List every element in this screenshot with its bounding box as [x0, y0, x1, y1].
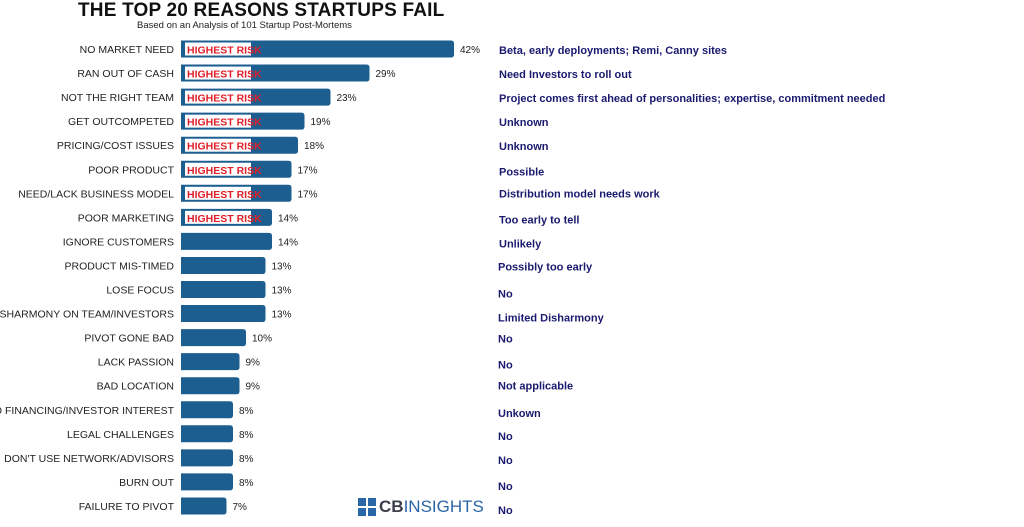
category-label: IGNORE CUSTOMERS: [63, 236, 174, 248]
category-label: GET OUTCOMPETED: [68, 116, 174, 128]
value-label: 13%: [272, 310, 292, 321]
comment-label: No: [498, 334, 513, 346]
bar: [181, 232, 272, 250]
comment-label: Too early to tell: [499, 214, 579, 226]
comment-label: Possible: [499, 166, 544, 178]
category-label: NOT THE RIGHT TEAM: [61, 92, 174, 104]
highest-risk-badge: [185, 114, 251, 128]
category-label: POOR MARKETING: [78, 212, 174, 224]
bar: [181, 449, 233, 467]
category-label: FAILURE TO PIVOT: [79, 501, 175, 513]
comment-label: Distribution model needs work: [499, 188, 661, 200]
value-label: 10%: [252, 334, 272, 345]
value-label: 13%: [272, 261, 292, 272]
value-label: 8%: [239, 430, 254, 441]
value-label: 13%: [272, 286, 292, 297]
bar: [181, 305, 266, 323]
highest-risk-badge: [185, 186, 251, 200]
comment-label: No: [498, 505, 513, 517]
category-label: LOSE FOCUS: [106, 285, 174, 297]
highest-risk-badge: [185, 66, 251, 80]
highest-risk-label: HIGHEST RISK: [187, 141, 262, 153]
highest-risk-label: HIGHEST RISK: [187, 165, 262, 177]
bar: [181, 353, 240, 371]
comment-label: Unlikely: [499, 238, 542, 250]
comment-label: No: [498, 481, 513, 493]
value-label: 9%: [246, 382, 261, 393]
category-label: NO FINANCING/INVESTOR INTEREST: [0, 405, 175, 417]
value-label: 17%: [298, 165, 318, 176]
category-label: BURN OUT: [119, 477, 174, 489]
highest-risk-badge: [185, 162, 251, 176]
comment-label: Not applicable: [498, 381, 573, 393]
comment-label: No: [498, 360, 513, 372]
chart-subtitle: Based on an Analysis of 101 Startup Post…: [137, 20, 352, 31]
cbinsights-wordmark: CBINSIGHTS: [379, 497, 484, 516]
value-label: 19%: [311, 117, 331, 128]
category-label: RAN OUT OF CASH: [77, 68, 174, 80]
bar: [181, 329, 246, 347]
highest-risk-label: HIGHEST RISK: [187, 69, 262, 81]
value-label: 8%: [239, 478, 254, 489]
highest-risk-badge: [185, 138, 251, 152]
highest-risk-label: HIGHEST RISK: [187, 189, 262, 201]
value-label: 18%: [304, 141, 324, 152]
value-label: 14%: [278, 237, 298, 248]
category-label: POOR PRODUCT: [88, 164, 174, 176]
bar: [181, 256, 266, 274]
category-label: PIVOT GONE BAD: [84, 333, 174, 345]
highest-risk-badge: [185, 90, 251, 104]
category-label: NEED/LACK BUSINESS MODEL: [18, 188, 174, 200]
category-label: DON'T USE NETWORK/ADVISORS: [4, 453, 174, 465]
value-label: 8%: [239, 454, 254, 465]
value-label: 9%: [246, 358, 261, 369]
bar: [181, 497, 227, 515]
bar: [181, 281, 266, 298]
value-label: 29%: [376, 69, 396, 80]
comment-label: Beta, early deployments; Remi, Canny sit…: [499, 45, 727, 57]
comment-label: No: [498, 289, 513, 301]
value-label: 17%: [298, 189, 318, 200]
cbinsights-mark-icon: [358, 498, 376, 516]
category-label: DISHARMONY ON TEAM/INVESTORS: [0, 309, 174, 321]
comment-label: Project comes first ahead of personaliti…: [499, 93, 885, 105]
highest-risk-label: HIGHEST RISK: [187, 45, 262, 57]
highest-risk-badge: [185, 210, 251, 224]
category-label: NO MARKET NEED: [80, 44, 175, 56]
value-label: 23%: [337, 93, 357, 104]
chart-title: THE TOP 20 REASONS STARTUPS FAIL: [78, 0, 445, 21]
category-label: LACK PASSION: [98, 357, 174, 369]
bar: [181, 425, 233, 443]
category-label: PRODUCT MIS-TIMED: [65, 260, 175, 272]
comment-label: No: [498, 431, 513, 443]
comment-label: Unknown: [499, 141, 549, 153]
value-label: 8%: [239, 406, 254, 417]
highest-risk-label: HIGHEST RISK: [187, 117, 262, 129]
highest-risk-badge: [185, 42, 251, 56]
comment-label: Unknown: [499, 117, 549, 129]
category-label: BAD LOCATION: [97, 381, 174, 393]
category-label: LEGAL CHALLENGES: [67, 429, 174, 441]
bar: [181, 401, 233, 419]
value-label: 7%: [233, 502, 248, 513]
bar: [181, 473, 233, 491]
comment-label: Unkown: [498, 408, 541, 420]
value-label: 42%: [460, 45, 480, 56]
value-label: 14%: [278, 213, 298, 224]
bar: [181, 377, 240, 395]
cbinsights-logo: CBINSIGHTS: [358, 497, 484, 517]
category-label: PRICING/COST ISSUES: [57, 140, 174, 152]
highest-risk-label: HIGHEST RISK: [187, 93, 262, 105]
comment-label: Possibly too early: [498, 261, 593, 273]
comment-label: Need Investors to roll out: [499, 69, 632, 81]
comment-label: No: [498, 455, 513, 467]
highest-risk-label: HIGHEST RISK: [187, 213, 262, 225]
comment-label: Limited Disharmony: [498, 313, 605, 325]
